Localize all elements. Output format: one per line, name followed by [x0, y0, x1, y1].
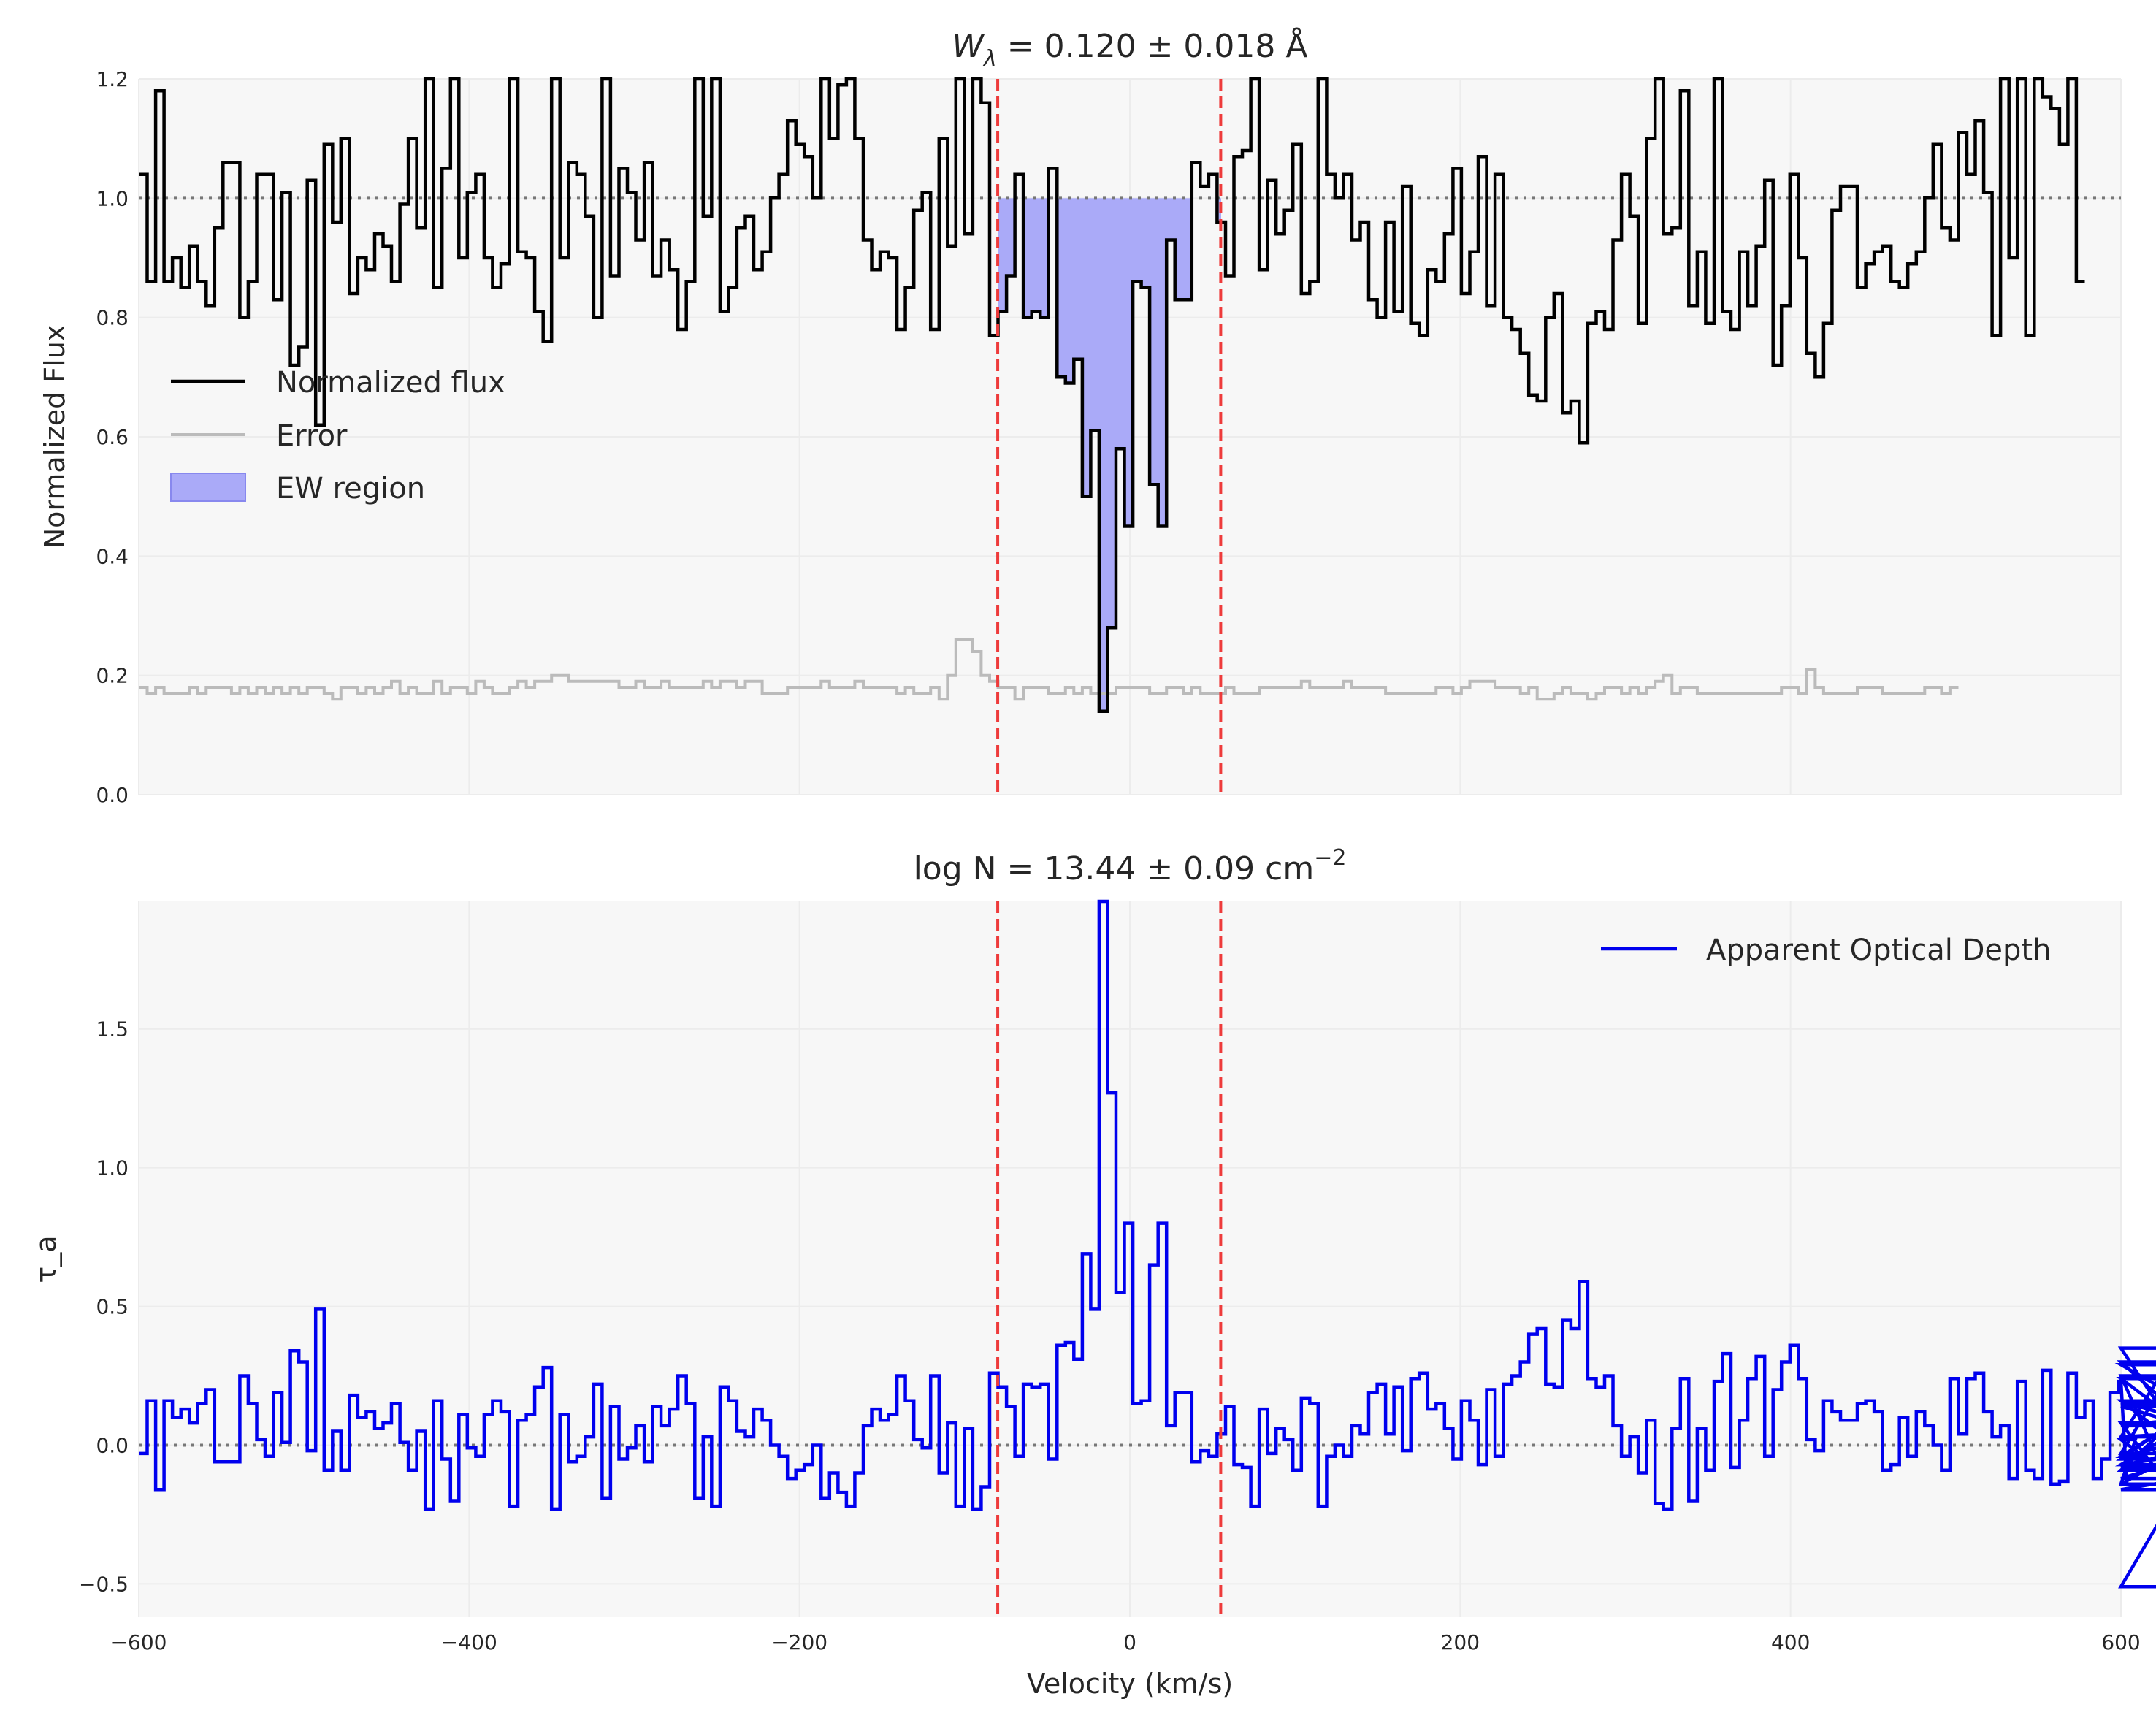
ew-fill-segment [1133, 198, 1142, 282]
x-tick-labels: −600 −400 −200 0 200 400 600 [111, 1630, 2141, 1654]
flux-title: Wλ = 0.120 ± 0.018 Å [952, 26, 1308, 72]
apparent-optical-depth-line [139, 899, 2156, 1589]
normalized-flux-line [139, 77, 2085, 713]
flux-y-tick-label: 0.6 [96, 425, 129, 449]
x-tick-label: −400 [441, 1630, 497, 1654]
flux-title-subscript: λ [982, 46, 997, 72]
x-axis-label: Velocity (km/s) [1027, 1668, 1233, 1700]
aod-title: log N = 13.44 ± 0.09 cm−2 [914, 845, 1347, 887]
ew-fill-segment [1183, 198, 1193, 300]
aod-y-tick-label: −0.5 [79, 1572, 129, 1596]
aod-y-tick-label: 1.0 [96, 1156, 129, 1180]
ew-fill-segment [1141, 198, 1150, 288]
ew-fill-segment [1074, 198, 1083, 359]
ew-fill-segment [1124, 198, 1134, 527]
ew-fill-segment [1082, 198, 1091, 497]
flux-panel: 0.0 0.2 0.4 0.6 0.8 1.0 1.2 Normalized Flux Wλ… [39, 26, 2122, 807]
ew-fill-segment [1217, 198, 1221, 222]
ew-fill-segment [998, 198, 1007, 312]
ew-fill-segment [1065, 198, 1074, 383]
legend-aod-label: Apparent Optical Depth [1706, 934, 2051, 967]
aod-title-superscript: −2 [1314, 845, 1346, 871]
aod-title-text: log N = 13.44 ± 0.09 cm [914, 850, 1315, 887]
ew-fill-segment [1040, 198, 1050, 318]
legend-ew-swatch [170, 473, 246, 502]
flux-y-tick-labels: 0.0 0.2 0.4 0.6 0.8 1.0 1.2 [96, 67, 129, 807]
aod-y-tick-label: 0.5 [96, 1295, 129, 1319]
flux-y-tick-label: 0.0 [96, 783, 129, 807]
ew-fill-segment [1174, 198, 1184, 300]
x-tick-label: 600 [2101, 1630, 2140, 1654]
flux-y-tick-label: 1.2 [96, 67, 129, 91]
aod-panel: −0.50.00.51.01.5 −600 −400 −200 0 200 400 600 … [30, 845, 2156, 1700]
x-tick-label: 200 [1441, 1630, 1480, 1654]
x-tick-label: −200 [771, 1630, 827, 1654]
x-tick-label: 0 [1123, 1630, 1136, 1654]
flux-y-tick-label: 1.0 [96, 186, 129, 210]
ew-fill-segment [1107, 198, 1117, 628]
x-tick-label: 400 [1771, 1630, 1810, 1654]
ew-region-fill [998, 198, 1221, 711]
ew-fill-segment [1006, 198, 1016, 276]
aod-y-tick-label: 1.5 [96, 1018, 129, 1042]
legend-flux-label: Normalized flux [276, 366, 505, 400]
aod-legend: Apparent Optical Depth [1601, 934, 2051, 967]
ew-fill-segment [1150, 198, 1159, 485]
ew-fill-segment [1116, 198, 1125, 449]
aod-y-tick-label: 0.0 [96, 1433, 129, 1457]
flux-title-symbol: W [952, 28, 985, 65]
flux-y-tick-label: 0.2 [96, 664, 129, 688]
ew-fill-segment [1023, 198, 1033, 318]
flux-y-tick-label: 0.8 [96, 306, 129, 330]
ew-fill-segment [1031, 198, 1041, 312]
flux-ylabel: Normalized Flux [39, 325, 71, 549]
flux-y-tick-label: 0.4 [96, 544, 129, 568]
aod-y-tick-labels: −0.5 0.0 0.5 1.0 1.5 [79, 1018, 129, 1597]
aod-gridlines [138, 901, 2122, 1617]
legend-error-label: Error [276, 419, 348, 453]
aod-ylabel: τ_a [30, 1235, 62, 1283]
ew-fill-segment [1166, 198, 1176, 240]
x-tick-label: −600 [111, 1630, 167, 1654]
flux-legend: Normalized flux Error EW region [170, 366, 505, 505]
legend-ew-label: EW region [276, 472, 425, 505]
ew-fill-segment [1158, 198, 1167, 527]
ew-fill-segment [1057, 198, 1066, 378]
ew-fill-segment [1098, 198, 1109, 711]
ew-fill-segment [1090, 198, 1100, 431]
flux-title-value: = 0.120 ± 0.018 Å [997, 26, 1308, 65]
